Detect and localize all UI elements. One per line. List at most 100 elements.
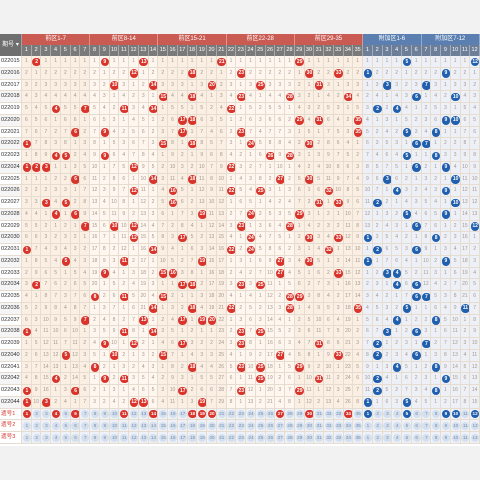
trend-cell: 12 xyxy=(324,385,334,397)
trend-cell: 4 xyxy=(421,185,432,197)
trend-cell: 3 xyxy=(265,185,276,197)
trend-cell: 18 xyxy=(90,255,100,268)
trend-cell: 4 xyxy=(51,373,61,385)
drawn-ball: 9 xyxy=(100,151,109,161)
trend-cell: 5 xyxy=(402,396,412,409)
drawn-ball: 18 xyxy=(188,139,197,149)
trend-cell: 2 xyxy=(353,67,364,80)
drawn-ball: 13 xyxy=(139,398,148,407)
trend-cell: 9 xyxy=(41,302,52,315)
trend-cell: 4 xyxy=(411,208,422,221)
stats-ball: 15 xyxy=(159,433,168,442)
trend-cell: 12 xyxy=(129,67,139,80)
trend-cell: 5 xyxy=(285,361,295,374)
trend-cell: 5 xyxy=(314,255,325,268)
trend-cell: 23 xyxy=(236,126,247,139)
trend-cell: 3 xyxy=(372,232,383,244)
trend-cell: 6 xyxy=(392,173,403,186)
trend-cell: 9 xyxy=(353,232,364,244)
trend-cell: 2 xyxy=(60,67,71,80)
trend-cell: 4 xyxy=(402,255,412,268)
trend-cell: 1 xyxy=(294,126,305,139)
trend-cell: 4 xyxy=(236,173,247,186)
trend-cell: 5 xyxy=(450,255,461,268)
trend-cell: 1 xyxy=(402,161,412,174)
drawn-ball: 9 xyxy=(100,269,109,278)
trend-cell: 1 xyxy=(70,138,81,150)
trend-cell: 3 xyxy=(51,244,61,256)
trend-cell: 3 xyxy=(411,126,422,139)
stats-ball: 8 xyxy=(90,422,99,431)
trend-cell: 2 xyxy=(294,79,305,92)
trend-cell: 4 xyxy=(314,244,325,256)
trend-cell: 7 xyxy=(343,173,354,186)
trend-cell: 1 xyxy=(324,56,334,68)
trend-cell: 7 xyxy=(460,385,471,397)
trend-cell: 5 xyxy=(119,161,130,174)
trend-cell: 8 xyxy=(470,314,480,327)
trend-cell: 2 xyxy=(226,67,237,80)
stats-cell: 10 xyxy=(109,432,120,444)
trend-cell: 1 xyxy=(411,255,422,268)
stats-ball: 23 xyxy=(237,410,246,419)
period-column-header[interactable]: 期号 ▾ xyxy=(0,34,22,56)
trend-cell: 4 xyxy=(402,349,412,362)
stats-cell: 31 xyxy=(314,420,325,432)
drawn-ball: 4 xyxy=(392,363,402,372)
table-row: 022019 5 4 5 4 5 5 7 5 4 2 11 3 4 14 1 5 5 1 5 2 4 22 1 5 2 5 5 1 4 3 2… xyxy=(0,103,480,115)
trend-cell: 8 xyxy=(450,291,461,303)
drawn-ball: 18 xyxy=(188,69,197,78)
trend-cell: 6 xyxy=(382,396,393,409)
drawn-ball: 20 xyxy=(207,81,216,90)
trend-cell: 2 xyxy=(31,185,42,197)
drawn-ball: 16 xyxy=(168,269,177,278)
trend-cell: 3 xyxy=(197,291,208,303)
stats-ball: 1 xyxy=(22,433,31,442)
trend-cell: 4 xyxy=(460,349,471,362)
trend-cell: 2 xyxy=(314,67,325,80)
trend-cell: 4 xyxy=(22,373,32,385)
trend-cell: 5 xyxy=(421,396,432,409)
stats-ball: 5 xyxy=(61,410,70,419)
trend-cell: 4 xyxy=(460,91,471,103)
trend-cell: 5 xyxy=(138,373,149,385)
trend-cell: 3 xyxy=(304,208,315,221)
stats-ball: 6 xyxy=(71,410,80,419)
stats-cell: 26 xyxy=(265,408,276,421)
trend-cell: 3 xyxy=(353,161,364,174)
stats-ball: 20 xyxy=(207,422,216,431)
trend-cell: 3 xyxy=(226,138,237,150)
trend-cell: 2 xyxy=(207,338,217,350)
trend-cell: 1 xyxy=(363,255,373,268)
trend-cell: 14 xyxy=(265,314,276,327)
drawn-ball: 28 xyxy=(285,292,294,302)
number-column-header: 14 xyxy=(148,45,159,56)
stats-cell: 27 xyxy=(275,408,286,421)
number-column-header: 5 xyxy=(60,45,71,56)
trend-cell: 2 xyxy=(372,338,383,350)
trend-cell: 18 xyxy=(343,302,354,315)
trend-cell: 7 xyxy=(168,349,178,362)
trend-cell: 3 xyxy=(129,103,139,115)
period-number: 022017 xyxy=(0,79,22,92)
trend-cell: 7 xyxy=(236,208,247,221)
stats-cell: 14 xyxy=(148,432,159,444)
trend-cell: 5 xyxy=(99,208,110,221)
trend-cell: 5 xyxy=(148,161,159,174)
stats-ball: 14 xyxy=(149,433,158,442)
trend-cell: 1 xyxy=(158,361,169,374)
trend-cell: 2 xyxy=(90,385,100,397)
stats-ball: 9 xyxy=(100,433,109,442)
trend-cell: 5 xyxy=(80,373,91,385)
trend-cell: 1 xyxy=(421,91,432,103)
trend-cell: 10 xyxy=(41,314,52,327)
trend-cell: 6 xyxy=(431,114,441,127)
trend-cell: 4 xyxy=(148,150,159,162)
trend-cell: 2 xyxy=(129,91,139,103)
period-number: 022018 xyxy=(0,91,22,103)
trend-cell: 3 xyxy=(80,255,91,268)
trend-cell: 1 xyxy=(324,255,334,268)
trend-cell: 5 xyxy=(60,255,71,268)
trend-cell: 1 xyxy=(441,220,451,233)
trend-cell: 30 xyxy=(304,255,315,268)
